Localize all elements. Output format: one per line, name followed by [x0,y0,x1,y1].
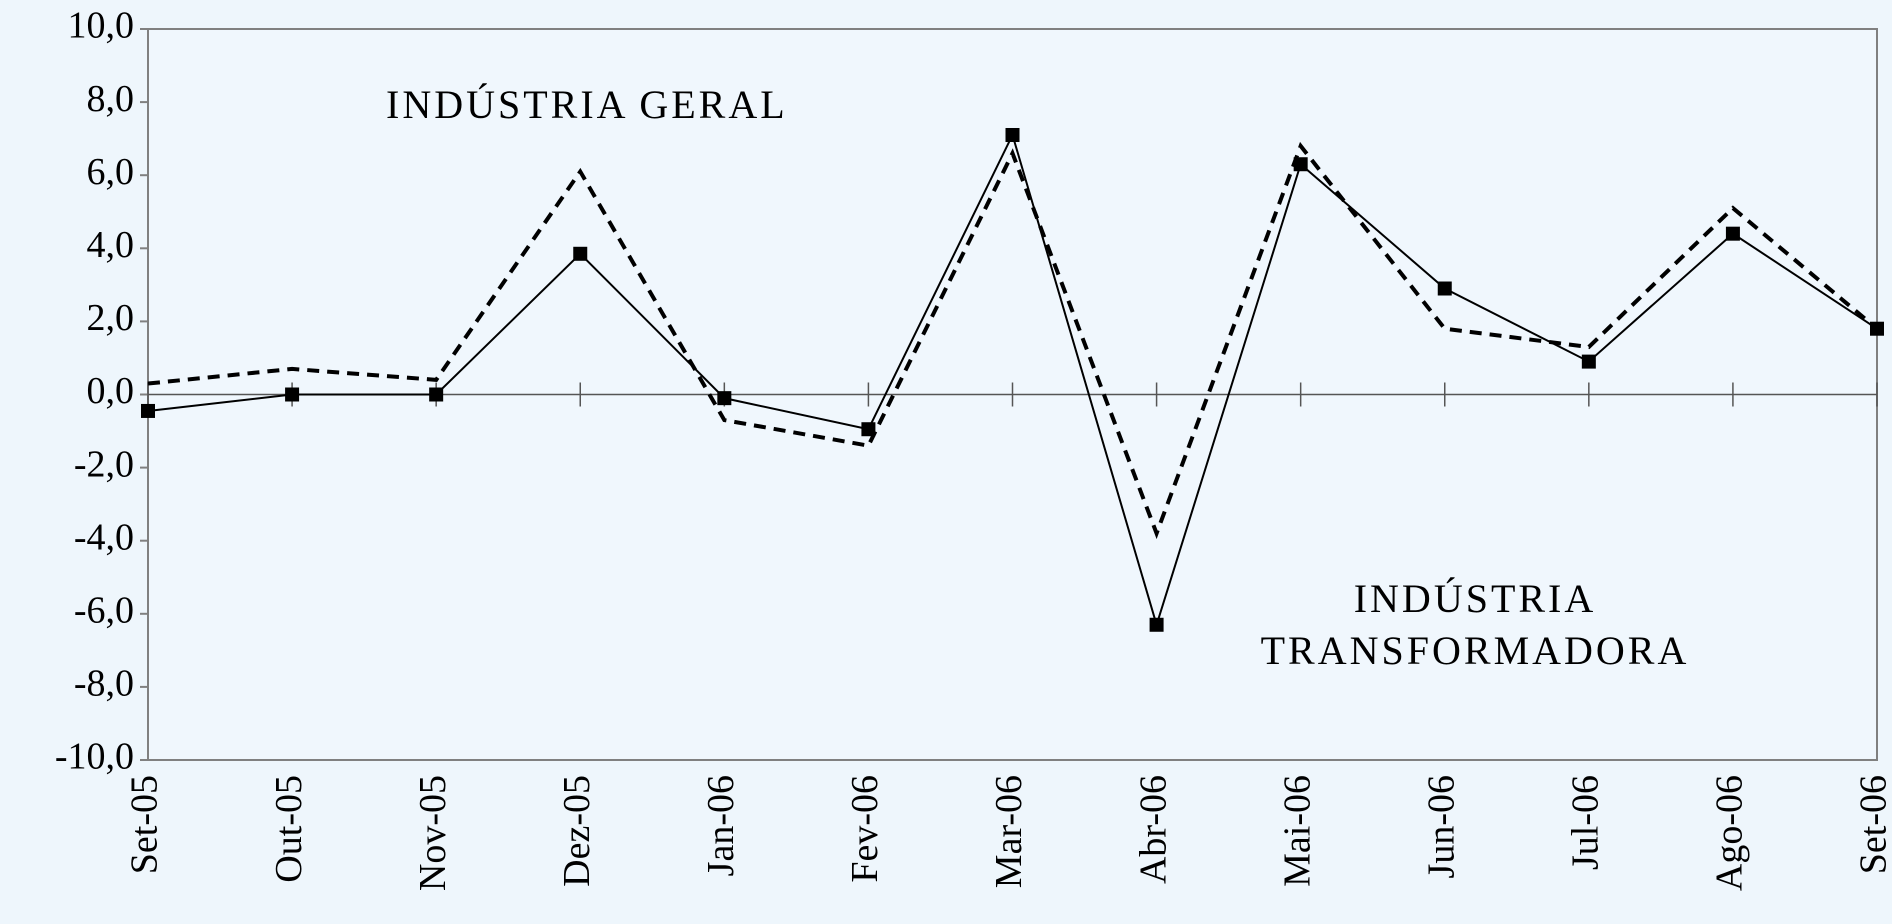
marker [1726,227,1740,241]
y-tick-label: 6,0 [87,151,135,193]
y-tick-label: 8,0 [87,78,135,120]
x-tick-label: Set-06 [1853,775,1892,874]
marker [1582,355,1596,369]
annotation: INDÚSTRIA GERAL [386,82,788,127]
marker [1294,157,1308,171]
x-tick-label: Nov-05 [412,775,454,891]
annotation: INDÚSTRIA [1354,576,1597,621]
y-tick-label: 10,0 [68,5,135,47]
x-tick-label: Dez-05 [556,775,598,887]
marker [285,388,299,402]
y-tick-label: 2,0 [87,297,135,339]
y-tick-label: -4,0 [74,516,134,558]
x-tick-label: Abr-06 [1132,775,1174,884]
x-tick-label: Mai-06 [1276,775,1318,887]
marker [1150,618,1164,632]
y-tick-label: -10,0 [55,736,134,778]
marker [141,404,155,418]
x-tick-label: Ago-06 [1709,775,1751,891]
marker [429,388,443,402]
chart: INDÚSTRIA GERAL INDÚSTRIA TRANSFORMADORA… [0,0,1892,924]
page: INDÚSTRIA GERAL INDÚSTRIA TRANSFORMADORA… [0,0,1892,924]
marker [1438,282,1452,296]
y-tick-label: -6,0 [74,590,134,632]
annotation: TRANSFORMADORA [1261,628,1690,673]
marker [717,391,731,405]
y-tick-label: -8,0 [74,663,134,705]
marker [573,247,587,261]
x-tick-label: Jan-06 [700,775,742,876]
y-tick-label: -2,0 [74,443,134,485]
x-tick-label: Jun-06 [1420,775,1462,878]
marker [1870,322,1884,336]
x-tick-label: Jul-06 [1565,775,1607,870]
y-tick-label: 4,0 [87,224,135,266]
x-tick-label: Fev-06 [844,775,886,883]
x-tick-label: Set-05 [124,775,166,874]
x-tick-label: Mar-06 [988,775,1030,888]
marker [861,422,875,436]
x-tick-label: Out-05 [268,775,310,883]
y-tick-label: 0,0 [87,370,135,412]
marker [1006,128,1020,142]
